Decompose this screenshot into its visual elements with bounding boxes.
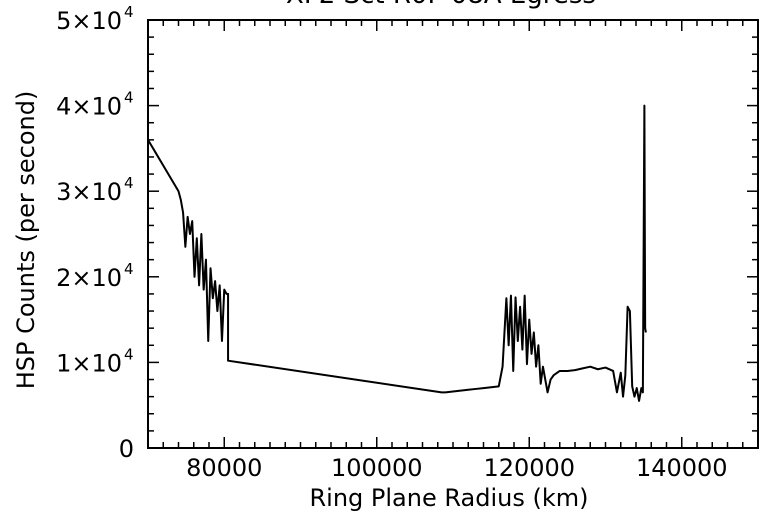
x-axis-title: Ring Plane Radius (km) <box>310 484 589 512</box>
y-axis-title: HSP Counts (per second) <box>12 91 40 390</box>
y-tick-label: 3×10 <box>56 178 122 206</box>
y-tick-exponent: 4 <box>124 89 134 107</box>
y-tick-exponent: 4 <box>124 174 134 192</box>
y-tick-label: 2×10 <box>56 264 122 292</box>
chart-title: XF2 Sct R0F 08A Egress <box>286 0 596 10</box>
y-axis-title-group: HSP Counts (per second) <box>12 91 40 390</box>
y-tick-label: 5×10 <box>56 7 122 35</box>
y-tick-label: 4×10 <box>56 93 122 121</box>
y-tick-exponent: 4 <box>124 260 134 278</box>
x-tick-label: 80000 <box>186 454 262 482</box>
plot-frame <box>147 19 759 449</box>
x-tick-label: 100000 <box>331 454 423 482</box>
y-tick-label: 0 <box>119 435 134 463</box>
y-tick-label: 1×10 <box>56 349 122 377</box>
series-line-0 <box>148 104 647 402</box>
x-tick-label: 120000 <box>483 454 575 482</box>
x-tick-label: 140000 <box>636 454 728 482</box>
y-tick-exponent: 4 <box>124 3 134 21</box>
y-tick-exponent: 4 <box>124 345 134 363</box>
